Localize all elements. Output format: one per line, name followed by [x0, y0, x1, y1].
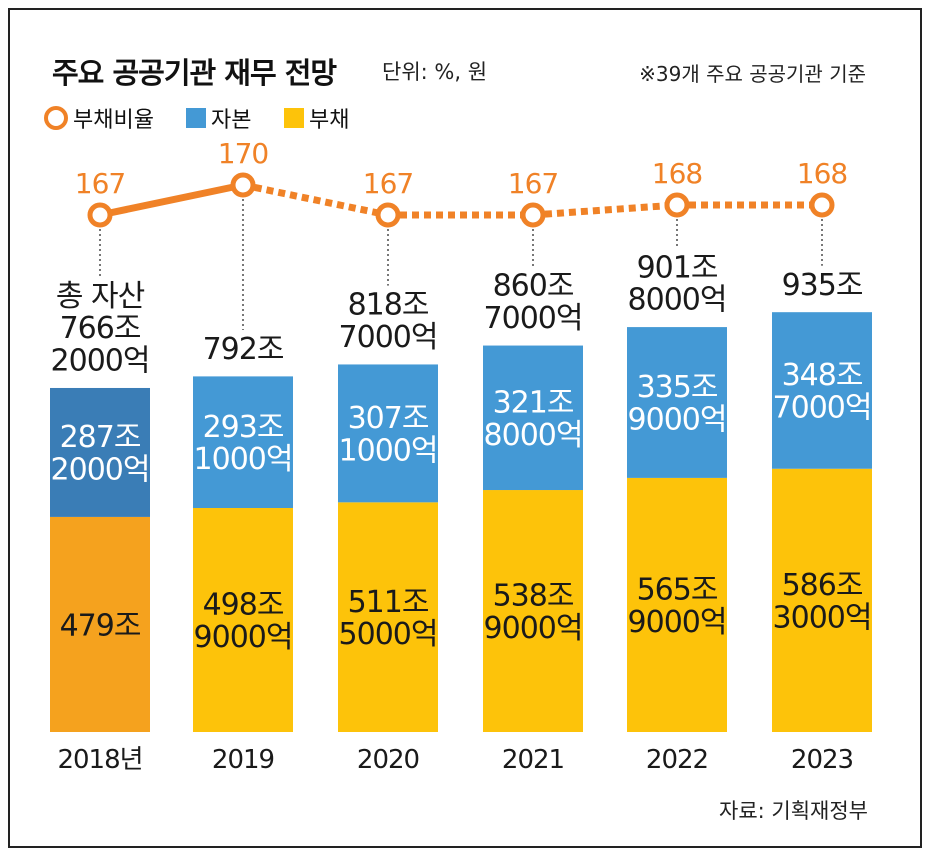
ratio-point	[230, 172, 256, 198]
ratio-point	[375, 202, 401, 228]
total-asset-label: 935조	[782, 268, 863, 303]
chart-frame: 주요 공공기관 재무 전망 단위: %, 원 ※39개 주요 공공기관 기준 부…	[8, 8, 922, 848]
source-note: 자료: 기획재정부	[719, 799, 868, 823]
debt-value-label: 565조 9000억	[628, 573, 727, 640]
legend-equity-label: 자본	[211, 108, 252, 133]
equity-bar	[50, 387, 150, 517]
ratio-marker-icon	[44, 106, 68, 130]
equity-value-label: 293조 1000억	[194, 410, 293, 477]
total-asset-label: 860조 7000억	[484, 269, 583, 336]
debt-value-label: 586조 3000억	[773, 568, 872, 635]
debt-bar	[193, 507, 293, 732]
ratio-line-segment	[242, 181, 389, 219]
ratio-value-label: 168	[797, 157, 847, 190]
year-tick-label: 2022	[646, 745, 708, 775]
total-asset-label: 818조 7000억	[339, 288, 438, 355]
equity-bar	[772, 312, 872, 469]
equity-value-label: 321조 8000억	[484, 385, 583, 452]
debt-value-label: 511조 5000억	[339, 585, 438, 652]
ratio-point	[87, 202, 113, 228]
basis-note: ※39개 주요 공공기관 기준	[639, 62, 866, 86]
ratio-value-label: 167	[508, 167, 558, 200]
ratio-line-segment	[99, 181, 244, 219]
unit-label: 단위: %, 원	[382, 60, 488, 84]
equity-bar	[627, 327, 727, 478]
equity-bar	[193, 376, 293, 508]
debt-bar	[627, 477, 727, 732]
debt-bar	[338, 502, 438, 732]
equity-value-label: 335조 9000억	[628, 370, 727, 437]
equity-bar	[483, 345, 583, 491]
debt-value-label: 498조 9000억	[194, 588, 293, 655]
debt-swatch-icon	[284, 108, 304, 128]
debt-bar	[483, 490, 583, 732]
ratio-point	[664, 192, 690, 218]
legend-debt: 부채	[284, 102, 349, 134]
debt-value-label: 538조 9000억	[484, 579, 583, 646]
legend-equity: 자본	[186, 102, 251, 134]
debt-bar	[772, 468, 872, 732]
ratio-value-label: 168	[652, 157, 702, 190]
equity-value-label: 307조 1000억	[339, 401, 438, 468]
total-asset-label: 총 자산 766조 2000억	[51, 279, 150, 379]
equity-value-label: 348조 7000억	[773, 358, 872, 425]
year-tick-label: 2018년	[57, 745, 142, 775]
ratio-point	[520, 202, 546, 228]
equity-value-label: 287조 2000억	[51, 420, 150, 487]
year-tick-label: 2023	[791, 745, 853, 775]
year-tick-label: 2020	[357, 745, 419, 775]
debt-value-label: 479조	[60, 608, 141, 643]
year-tick-label: 2021	[502, 745, 564, 775]
equity-swatch-icon	[186, 108, 206, 128]
chart-title: 주요 공공기관 재무 전망	[52, 56, 337, 90]
equity-bar	[338, 364, 438, 503]
debt-bar	[50, 516, 150, 732]
legend-ratio: 부채비율	[44, 102, 154, 134]
legend-debt-label: 부채	[309, 108, 350, 133]
legend-ratio-label: 부채비율	[73, 108, 154, 133]
ratio-value-label: 170	[218, 137, 268, 170]
ratio-value-label: 167	[75, 167, 125, 200]
year-tick-label: 2019	[212, 745, 274, 775]
total-asset-label: 792조	[203, 332, 284, 367]
ratio-point	[809, 192, 835, 218]
ratio-line-segment	[532, 201, 678, 219]
ratio-value-label: 167	[363, 167, 413, 200]
total-asset-label: 901조 8000억	[628, 250, 727, 317]
